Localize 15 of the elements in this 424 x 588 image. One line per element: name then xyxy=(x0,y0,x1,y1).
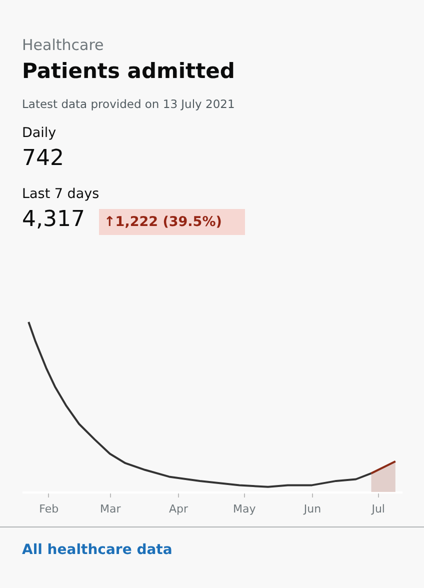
text: ↑1,222 (39.5%) xyxy=(104,214,222,230)
x-tick-label: Jul xyxy=(370,502,385,516)
chart-title: Patients admitted xyxy=(22,59,235,83)
x-tick-label: Jun xyxy=(302,502,322,516)
text: 4,317 xyxy=(22,207,85,232)
chart-subtitle: Latest data provided on 13 July 2021 xyxy=(22,97,235,111)
text: All healthcare data xyxy=(22,542,172,558)
text: Daily xyxy=(22,125,56,141)
x-tick-label: Feb xyxy=(39,502,59,516)
text: 742 xyxy=(22,146,64,171)
text: Last 7 days xyxy=(22,186,100,202)
x-tick-label: Mar xyxy=(100,502,122,516)
x-tick-label: May xyxy=(232,502,256,516)
x-tick-label: Apr xyxy=(168,502,188,516)
text: Healthcare xyxy=(22,36,104,54)
